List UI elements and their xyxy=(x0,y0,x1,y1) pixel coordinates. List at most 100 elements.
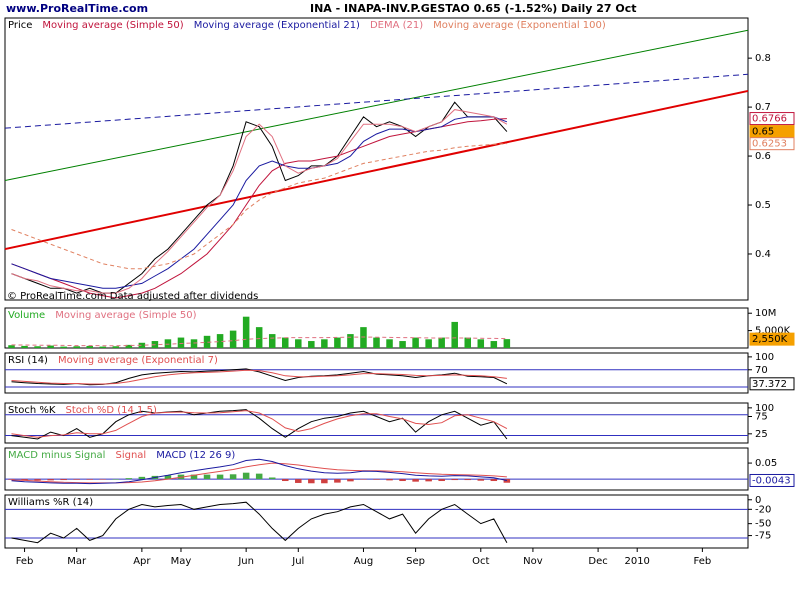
bar xyxy=(425,479,432,482)
bar xyxy=(125,344,133,348)
bar xyxy=(386,339,393,348)
bar xyxy=(347,479,354,482)
bar xyxy=(138,342,146,348)
x-tick-label: Aug xyxy=(354,556,374,567)
bar xyxy=(73,479,80,480)
bar xyxy=(268,477,276,480)
bar xyxy=(60,346,67,348)
x-tick-label: Sep xyxy=(406,556,425,567)
x-tick-label: May xyxy=(171,556,192,567)
y-tick-label: 0.7 xyxy=(755,102,771,113)
last-value-label: 37.372 xyxy=(752,379,787,390)
series-line xyxy=(11,410,508,438)
bar xyxy=(255,473,263,480)
bar xyxy=(295,479,302,483)
last-value-box xyxy=(749,112,795,126)
bar xyxy=(73,346,80,348)
bar xyxy=(321,479,328,484)
bar xyxy=(386,479,393,481)
series-line xyxy=(11,409,508,440)
series-line xyxy=(11,116,508,289)
chart-title: INA - INAPA-INV.P.GESTAO 0.65 (-1.52%) D… xyxy=(310,2,637,15)
y-tick-label: 0.4 xyxy=(755,249,771,260)
bar xyxy=(334,479,341,483)
y-tick-label: -20 xyxy=(755,504,771,515)
bar xyxy=(464,479,472,481)
series-line xyxy=(11,109,508,294)
series-line xyxy=(11,458,508,485)
bar xyxy=(477,339,485,348)
y-tick-label: 0.6 xyxy=(755,151,771,162)
bar xyxy=(190,339,198,348)
legend-entry: Moving average (Exponential 7) xyxy=(58,355,218,366)
x-tick-label: Feb xyxy=(16,556,34,567)
bar xyxy=(373,479,380,480)
bar xyxy=(360,479,367,480)
bar xyxy=(425,339,432,348)
bar xyxy=(229,330,237,348)
last-value-box xyxy=(749,377,795,391)
x-tick-label: Feb xyxy=(694,556,712,567)
bar xyxy=(321,339,328,348)
bar xyxy=(477,479,485,481)
y-tick-label: 25 xyxy=(755,429,768,440)
bar xyxy=(490,341,498,348)
legend-entry: Signal xyxy=(115,450,146,461)
bar xyxy=(229,474,237,480)
bar xyxy=(99,346,107,348)
series-line xyxy=(11,336,507,347)
bar xyxy=(21,345,28,348)
bar xyxy=(34,346,41,348)
bar xyxy=(373,337,380,348)
bar xyxy=(360,327,367,348)
bar xyxy=(255,327,263,348)
last-value-label: 2,550K xyxy=(752,334,788,345)
bar xyxy=(190,474,198,480)
series-line xyxy=(11,462,507,484)
y-tick-label: -75 xyxy=(755,531,771,542)
y-tick-label: 75 xyxy=(755,412,768,423)
y-tick-label: 5,000K xyxy=(755,326,791,337)
panel-frame xyxy=(4,447,749,491)
bar xyxy=(164,339,172,348)
legend-entry: Volume xyxy=(8,310,45,321)
x-tick-label: Nov xyxy=(523,556,543,567)
bar xyxy=(47,345,54,348)
last-value-box xyxy=(749,332,795,346)
x-tick-label: Mar xyxy=(67,556,87,567)
x-tick-label: Apr xyxy=(133,556,151,567)
panel-frame xyxy=(4,402,749,444)
x-tick-label: Jul xyxy=(291,556,304,567)
bar xyxy=(177,337,185,348)
series-line xyxy=(11,143,507,270)
last-value-label: -0.0043 xyxy=(752,475,791,486)
trend-line xyxy=(4,29,749,182)
bar xyxy=(203,474,211,480)
last-value-label: 0.65 xyxy=(752,127,774,138)
y-tick-label: 100 xyxy=(755,352,774,363)
bar xyxy=(308,479,315,484)
y-tick-label: 100 xyxy=(755,403,774,414)
bar xyxy=(334,337,341,348)
legend-entry: Stoch %K xyxy=(8,405,56,416)
bar xyxy=(138,476,146,480)
y-tick-label: 10M xyxy=(755,308,776,319)
legend-entry: Moving average (Simple 50) xyxy=(55,310,196,321)
bar xyxy=(242,472,250,480)
bar xyxy=(503,339,511,348)
legend-entry: Williams %R (14) xyxy=(8,497,93,508)
y-tick-label: 0 xyxy=(755,495,761,506)
series-line xyxy=(11,501,508,544)
bar xyxy=(438,337,445,348)
bar xyxy=(451,479,458,481)
series-line xyxy=(11,368,508,386)
bar xyxy=(203,335,211,348)
bar xyxy=(86,479,93,480)
bar xyxy=(216,334,224,348)
bar xyxy=(21,479,28,481)
panel-frame xyxy=(4,352,749,394)
bar xyxy=(268,334,276,348)
bar xyxy=(216,474,224,480)
